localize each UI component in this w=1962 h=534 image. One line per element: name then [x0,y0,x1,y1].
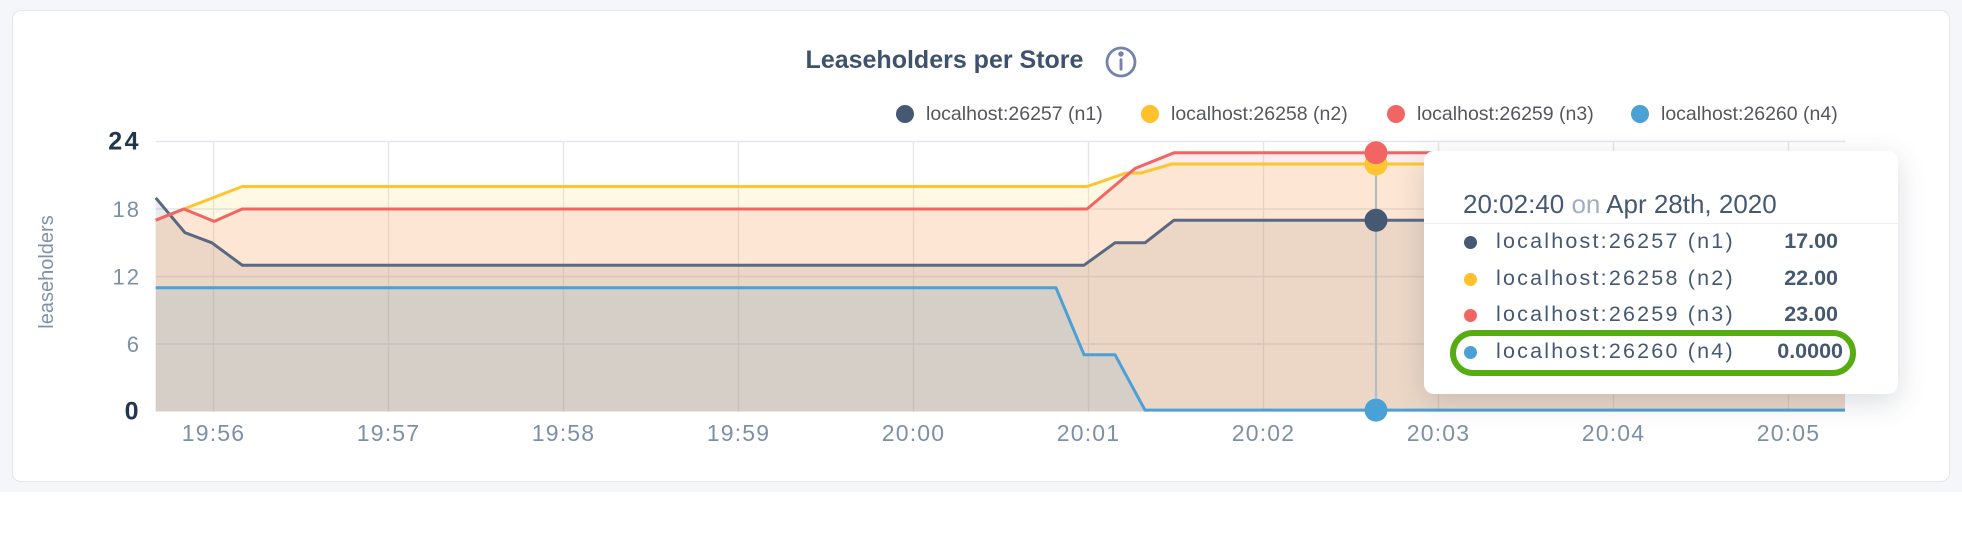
svg-text:18: 18 [113,197,141,222]
svg-text:24: 24 [108,128,141,156]
svg-text:20:03: 20:03 [1407,420,1471,446]
svg-text:20:01: 20:01 [1057,420,1121,446]
svg-text:19:56: 19:56 [182,420,246,446]
svg-text:20:02: 20:02 [1232,420,1296,446]
svg-text:20:04: 20:04 [1582,420,1646,446]
svg-text:19:57: 19:57 [357,420,421,446]
svg-text:20:00: 20:00 [882,420,946,446]
svg-text:6: 6 [127,332,141,357]
svg-text:0: 0 [125,398,141,426]
svg-text:12: 12 [113,265,141,290]
svg-text:leaseholders: leaseholders [36,215,58,328]
svg-text:19:58: 19:58 [532,420,596,446]
svg-text:19:59: 19:59 [707,420,771,446]
svg-text:20:05: 20:05 [1757,420,1821,446]
